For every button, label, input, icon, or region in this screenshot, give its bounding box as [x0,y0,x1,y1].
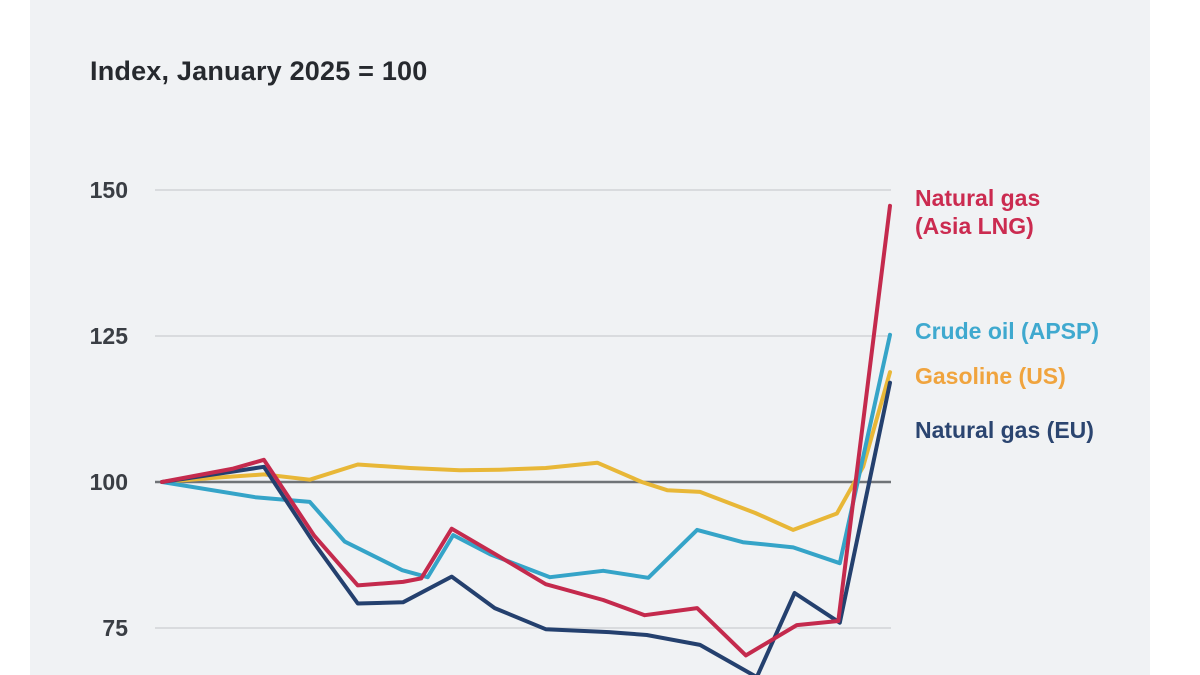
y-axis-tick-125: 125 [89,323,128,349]
gridlines-group [155,189,891,629]
legend-label-gasoline-us: Gasoline (US) [915,363,1066,389]
y-axis-tick-150: 150 [89,177,128,203]
series-line-crude_oil_apsp [160,332,892,580]
legend-label-natural-gas-eu: Natural gas (EU) [915,417,1094,443]
series-lines-group [160,203,892,675]
y-axis-tick-75: 75 [102,615,128,641]
legend-label-natural-gas-asia-lng: Natural gas (Asia LNG) [915,185,1041,239]
series-line-natural_gas_asia_lng [160,203,892,658]
chart-card [30,0,1150,675]
series-line-natural_gas_eu [160,380,892,675]
series-line-gasoline_us [160,370,892,532]
chart-title: Index, January 2025 = 100 [90,56,428,86]
y-axis-tick-100: 100 [89,469,128,495]
legend-label-crude-oil-apsp: Crude oil (APSP) [915,318,1100,344]
